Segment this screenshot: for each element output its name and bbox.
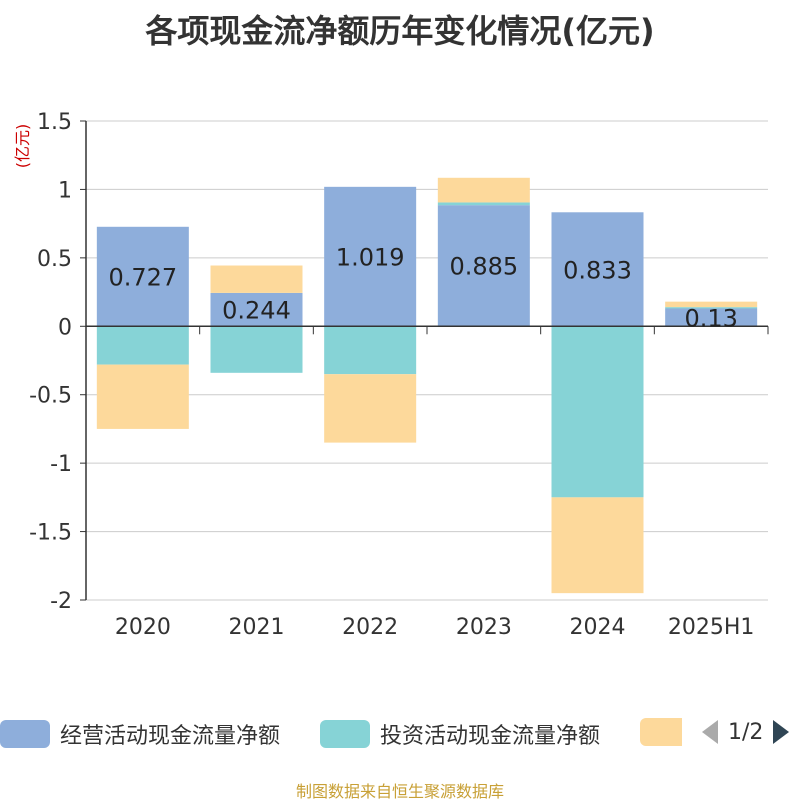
x-tick-label: 2025H1 <box>668 615 755 640</box>
y-tick-label: 1 <box>58 178 72 203</box>
x-tick-label: 2020 <box>115 615 171 640</box>
x-tick-label: 2023 <box>456 615 512 640</box>
y-tick-label: 0.5 <box>37 247 72 272</box>
legend-item-third[interactable] <box>640 718 682 746</box>
y-tick-label: -2 <box>50 589 72 614</box>
bar-series2 <box>96 364 189 429</box>
data-label: 0.244 <box>222 297 291 325</box>
bar-series0 <box>96 226 189 327</box>
y-axis-label: (亿元) <box>13 124 32 169</box>
bar-series2 <box>210 265 303 293</box>
bar-series0 <box>665 308 758 327</box>
legend-label-operating: 经营活动现金流量净额 <box>60 724 281 749</box>
x-tick-label: 2021 <box>229 615 285 640</box>
legend-swatch-third <box>640 718 682 746</box>
y-tick-label: 1.5 <box>37 110 72 135</box>
bar-series1 <box>437 202 530 206</box>
bar-series1 <box>96 326 189 365</box>
bar-chart: 1.5 1 0.5 0 -0.5 -1 -1.5 -2 (亿元) 0.727 0.244 1.019 0… <box>13 110 769 640</box>
legend-pager: 1/2 <box>700 718 791 746</box>
data-label: 0.13 <box>684 304 737 332</box>
data-label: 1.019 <box>336 244 405 272</box>
source-footer: 制图数据来自恒生聚源数据库 <box>295 782 504 801</box>
bar-series0 <box>324 186 417 327</box>
data-label: 0.727 <box>108 264 177 292</box>
bar-series0 <box>437 205 530 327</box>
legend-label-investing: 投资活动现金流量净额 <box>380 724 601 749</box>
bar-series0 <box>551 212 644 327</box>
legend-swatch-investing <box>320 720 370 748</box>
data-label: 0.833 <box>563 256 632 284</box>
legend-item-investing[interactable]: 投资活动现金流量净额 <box>320 718 600 750</box>
bar-series0 <box>210 292 303 327</box>
y-tick-label: -1.5 <box>29 521 72 546</box>
y-tick-label: -1 <box>50 452 72 477</box>
y-tick-label: -0.5 <box>29 384 72 409</box>
bar-series1 <box>210 326 303 373</box>
x-tick-label: 2022 <box>342 615 398 640</box>
bar-series2 <box>324 374 417 443</box>
bar-series1 <box>551 326 644 498</box>
pager-text: 1/2 <box>728 719 764 745</box>
bar-series1 <box>665 307 758 309</box>
y-tick-label: 0 <box>58 315 72 340</box>
bar-series2 <box>551 497 644 594</box>
legend-swatch-operating <box>0 720 50 748</box>
pager-prev-icon[interactable] <box>700 718 720 746</box>
data-label: 0.885 <box>449 253 518 281</box>
bar-series1 <box>324 326 417 375</box>
chart-title: 各项现金流净额历年变化情况(亿元) <box>145 12 655 50</box>
pager-next-icon[interactable] <box>771 718 791 746</box>
bar-series2 <box>665 301 758 308</box>
x-tick-label: 2024 <box>570 615 626 640</box>
bar-series2 <box>437 177 530 203</box>
legend-item-operating[interactable]: 经营活动现金流量净额 <box>0 718 280 750</box>
